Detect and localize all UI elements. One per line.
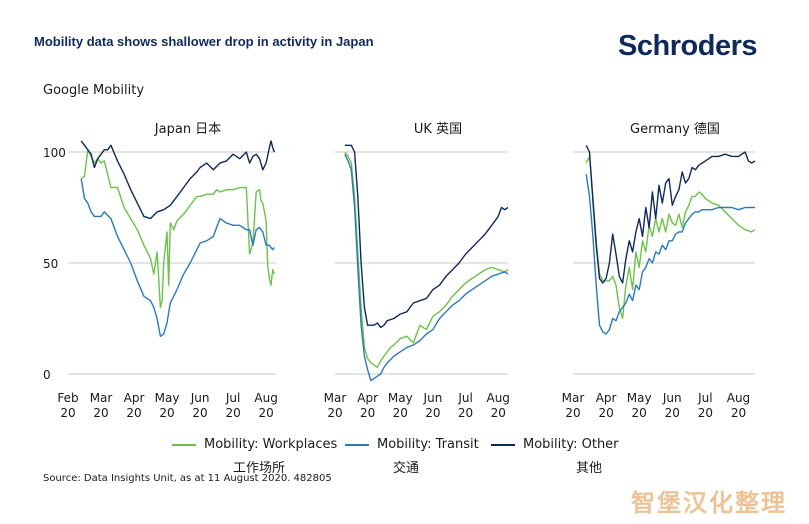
panel-title: Japan 日本: [154, 122, 221, 137]
x-tick-label: May: [627, 391, 652, 405]
x-tick-year: 20: [598, 406, 613, 420]
legend-swatch-other: [491, 443, 515, 446]
x-tick-year: 20: [93, 406, 108, 420]
y-tick-label: 0: [43, 368, 51, 382]
x-tick-year: 20: [360, 406, 375, 420]
x-tick-year: 20: [126, 406, 141, 420]
y-tick-label: 100: [43, 146, 66, 160]
x-tick-label: Aug: [254, 391, 277, 405]
x-tick-year: 20: [458, 406, 473, 420]
x-tick-label: Apr: [357, 391, 378, 405]
x-tick-label: May: [155, 391, 180, 405]
x-tick-year: 20: [698, 406, 713, 420]
legend-item-workplaces: Mobility: Workplaces: [172, 437, 337, 452]
panel-title: Germany 德国: [630, 122, 720, 137]
page-title: Mobility data shows shallower drop in ac…: [34, 34, 374, 49]
x-tick-label: Feb: [57, 391, 78, 405]
legend-swatch-workplaces: [172, 443, 196, 446]
brand-logo: Schroders: [618, 30, 757, 62]
x-tick-year: 20: [425, 406, 440, 420]
x-tick-label: Jul: [457, 391, 472, 405]
x-tick-year: 20: [258, 406, 273, 420]
x-tick-year: 20: [393, 406, 408, 420]
series-line: [80, 178, 275, 337]
series-line: [585, 144, 756, 284]
x-tick-label: Jul: [225, 391, 240, 405]
source-note: Source: Data Insights Unit, as at 11 Aug…: [43, 473, 332, 484]
series-line: [344, 144, 509, 329]
x-tick-label: Jun: [190, 391, 210, 405]
x-tick-label: Jun: [423, 391, 443, 405]
x-tick-year: 20: [731, 406, 746, 420]
x-tick-year: 20: [565, 406, 580, 420]
x-tick-label: Aug: [486, 391, 509, 405]
series-line: [344, 151, 509, 368]
series-line: [585, 174, 755, 335]
y-tick-label: 50: [43, 257, 58, 271]
series-line: [344, 153, 509, 382]
series-line: [80, 140, 275, 220]
legend-item-other: Mobility: Other: [491, 437, 619, 452]
x-tick-year: 20: [192, 406, 207, 420]
series-line: [585, 155, 756, 320]
x-tick-label: Jul: [697, 391, 712, 405]
x-tick-year: 20: [60, 406, 75, 420]
x-tick-year: 20: [665, 406, 680, 420]
x-tick-label: Mar: [562, 391, 585, 405]
x-tick-year: 20: [491, 406, 506, 420]
chart-legend: Mobility: Workplaces 工作场所 Mobility: Tran…: [0, 437, 809, 477]
legend-swatch-transit: [345, 443, 369, 446]
legend-sub-workplaces: 工作场所: [233, 461, 286, 476]
x-tick-year: 20: [159, 406, 174, 420]
legend-label-other: Mobility: Other: [523, 437, 619, 452]
x-tick-year: 20: [225, 406, 240, 420]
x-tick-label: Mar: [324, 391, 347, 405]
series-line: [80, 149, 275, 309]
legend-sub-transit: 交通: [393, 461, 420, 476]
x-tick-label: May: [388, 391, 413, 405]
chart-subtitle: Google Mobility: [43, 83, 145, 98]
legend-sub-other: 其他: [576, 461, 603, 476]
x-tick-year: 20: [632, 406, 647, 420]
legend-item-transit: Mobility: Transit: [345, 437, 479, 452]
panel-title: UK 英国: [414, 122, 462, 137]
x-tick-label: Mar: [90, 391, 113, 405]
legend-label-transit: Mobility: Transit: [377, 437, 479, 452]
x-tick-label: Jun: [662, 391, 682, 405]
x-tick-label: Apr: [124, 391, 145, 405]
watermark: 智堡汉化整理: [631, 489, 787, 517]
x-tick-label: Aug: [727, 391, 750, 405]
x-tick-year: 20: [327, 406, 342, 420]
legend-label-workplaces: Mobility: Workplaces: [204, 437, 338, 452]
x-tick-label: Apr: [596, 391, 617, 405]
